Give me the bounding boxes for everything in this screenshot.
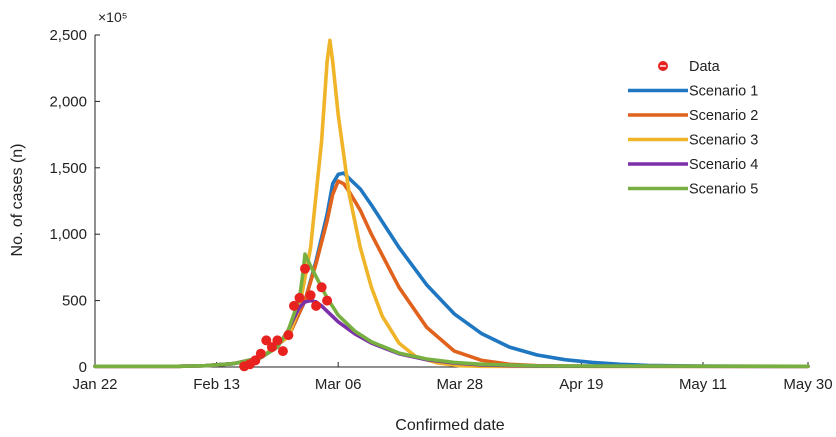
y-tick-label: 2,500 <box>49 27 87 44</box>
x-tick-label: Feb 13 <box>193 376 240 393</box>
data-point <box>255 348 266 359</box>
data-point <box>311 300 322 311</box>
data-point <box>261 335 272 346</box>
data-point <box>289 300 299 311</box>
legend-label-scenario-1: Scenario 1 <box>689 84 758 100</box>
y-tick-label: 2,000 <box>49 93 87 110</box>
x-tick-label: May 30 <box>783 376 832 393</box>
legend-label-scenario-2: Scenario 2 <box>689 108 758 124</box>
legend-label-scenario-3: Scenario 3 <box>689 133 758 149</box>
ticks: 0 500 1,000 1,500 2,000 2,500 Jan 22 Feb 13 Mar … <box>49 27 832 393</box>
x-tick-label: May 11 <box>679 376 727 393</box>
data-point <box>277 346 288 357</box>
x-tick-label: Jan 22 <box>72 376 117 393</box>
legend: Data Scenario 1 Scenario 2 Scenario 3 Scenar… <box>628 59 758 198</box>
x-axis-title: Confirmed date <box>395 417 504 434</box>
y-axis-title: No. of cases (n) <box>9 144 26 257</box>
x-tick-label: Apr 19 <box>559 376 603 393</box>
data-points-layer <box>239 263 333 372</box>
data-point <box>250 355 261 366</box>
series-line-scenario-1 <box>93 171 810 369</box>
data-point <box>316 282 327 293</box>
legend-label-scenario-5: Scenario 5 <box>689 182 758 198</box>
data-point <box>266 342 277 353</box>
legend-label-scenario-4: Scenario 4 <box>689 157 758 173</box>
legend-label-data: Data <box>689 59 721 75</box>
y-tick-label: 0 <box>79 359 87 376</box>
x-tick-label: Mar 06 <box>315 376 362 393</box>
series-line-scenario-2 <box>93 179 810 369</box>
y-tick-label: 1,000 <box>49 226 87 243</box>
y-multiplier-label: ×10⁵ <box>98 9 128 25</box>
data-point <box>272 335 283 346</box>
data-point <box>300 263 310 274</box>
data-point <box>305 290 316 301</box>
x-tick-label: Mar 28 <box>436 376 483 393</box>
y-tick-label: 1,500 <box>49 160 87 177</box>
data-point <box>283 330 294 341</box>
data-point <box>294 292 305 303</box>
data-point <box>322 295 333 306</box>
y-tick-label: 500 <box>62 293 87 310</box>
